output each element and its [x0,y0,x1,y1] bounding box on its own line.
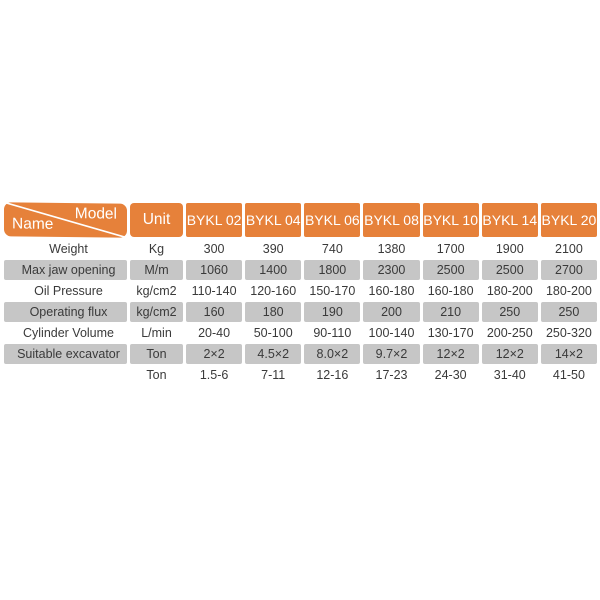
model-column-header: BYKL 02 [186,203,243,237]
row-value: 12×2 [422,344,479,364]
row-value: 1.5-6 [199,368,229,382]
corner-name-label: Name [12,215,54,233]
row-value: 100-140 [368,326,415,340]
row-value: 2100 [555,242,583,256]
row-value: 14×2 [540,344,597,364]
row-value: 210 [422,302,479,322]
row-value: 740 [321,242,343,256]
table-row: Oil Pressure kg/cm2 110-140 120-160 150-… [4,281,597,301]
table-row: Suitable excavator Ton 2×2 4.5×2 8.0×2 9… [4,344,597,364]
row-value: 1800 [304,260,361,280]
row-value: 120-160 [250,284,297,298]
model-column-header: BYKL 08 [363,203,420,237]
row-name: Suitable excavator [4,344,127,364]
row-value: 4.5×2 [245,344,302,364]
row-value: 50-100 [253,326,293,340]
row-value: 300 [203,242,225,256]
row-name: Cylinder Volume [22,326,114,340]
row-value: 12×2 [481,344,538,364]
model-column-header: BYKL 10 [422,203,479,237]
row-value: 390 [262,242,284,256]
row-value: 1400 [245,260,302,280]
row-name: Max jaw opening [4,260,127,280]
row-value: 1060 [186,260,243,280]
row-value: 24-30 [434,368,467,382]
row-value: 17-23 [375,368,408,382]
row-value: 200 [363,302,420,322]
row-unit: kg/cm2 [136,284,177,298]
row-value: 7-11 [261,368,286,382]
row-name: Oil Pressure [34,284,103,298]
row-value: 1380 [377,242,406,256]
row-value: 160-180 [368,284,415,298]
row-value: 90-110 [313,326,352,340]
row-value: 180-200 [486,284,533,298]
model-column-header: BYKL 04 [245,203,302,237]
table-row: Max jaw opening M/m 1060 1400 1800 2300 … [4,260,597,280]
row-value: 8.0×2 [304,344,361,364]
row-name: Operating flux [4,302,127,322]
row-value: 2700 [540,260,597,280]
row-value: 130-170 [427,326,474,340]
row-unit: Ton [146,368,167,382]
row-value: 160 [186,302,243,322]
row-unit: M/m [130,260,183,280]
corner-header-cell: Model Name [4,202,127,238]
row-value: 250 [481,302,538,322]
model-column-header: BYKL 14 [481,203,538,237]
row-unit: Kg [148,242,165,256]
row-name [4,365,127,385]
table-row: Cylinder Volume L/min 20-40 50-100 90-11… [4,323,597,343]
row-value: 180 [245,302,302,322]
row-unit: Ton [130,344,183,364]
row-value: 2×2 [186,344,243,364]
corner-model-label: Model [74,205,117,223]
row-value: 12-16 [316,368,349,382]
row-value: 250-320 [545,326,592,340]
row-value: 190 [304,302,361,322]
row-value: 20-40 [198,326,231,340]
row-value: 2300 [363,260,420,280]
row-value: 2500 [422,260,479,280]
row-value: 1900 [495,242,524,256]
row-value: 180-200 [545,284,592,298]
row-value: 200-250 [486,326,533,340]
row-value: 2500 [481,260,538,280]
spec-table: Model Name Unit BYKL 02 BYKL 04 BYKL 06 … [4,202,597,386]
row-name: Weight [49,242,88,256]
row-value: 9.7×2 [363,344,420,364]
row-value: 150-170 [309,284,356,298]
model-column-header: BYKL 06 [304,203,361,237]
row-unit: kg/cm2 [130,302,183,322]
table-row: Operating flux kg/cm2 160 180 190 200 21… [4,302,597,322]
row-value: 160-180 [427,284,474,298]
unit-column-header: Unit [130,203,183,237]
table-row: Weight Kg 300 390 740 1380 1700 1900 210… [4,239,597,259]
row-value: 31-40 [493,368,526,382]
table-row: Ton 1.5-6 7-11 12-16 17-23 24-30 31-40 4… [4,365,597,385]
table-header-row: Model Name Unit BYKL 02 BYKL 04 BYKL 06 … [4,202,597,238]
model-column-header: BYKL 20 [540,203,597,237]
row-value: 250 [540,302,597,322]
row-value: 1700 [436,242,465,256]
row-unit: L/min [141,326,172,340]
row-value: 41-50 [552,368,585,382]
row-value: 110-140 [191,284,237,298]
diagonal-divider-line [4,202,127,238]
